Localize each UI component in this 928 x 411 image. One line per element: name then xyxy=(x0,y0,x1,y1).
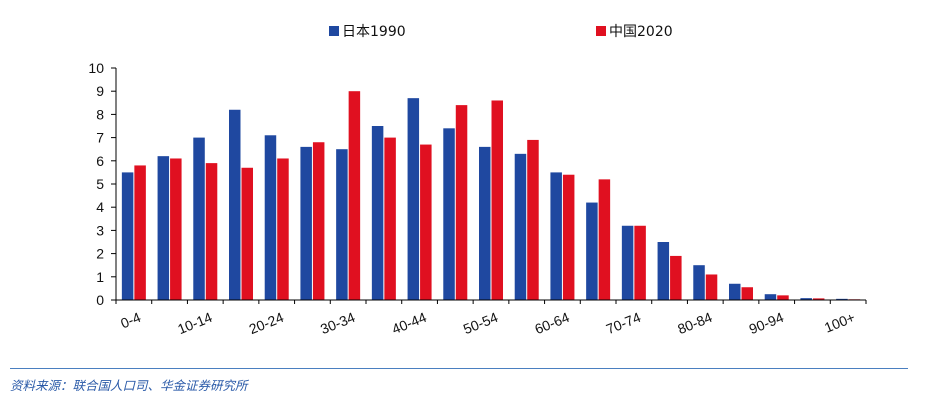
x-tick-label: 30-34 xyxy=(318,309,357,337)
bar-china-2020-20-24 xyxy=(277,158,289,300)
y-tick-label: 0 xyxy=(96,292,104,308)
source-divider xyxy=(10,368,908,369)
bar-japan-1990-90-94 xyxy=(764,294,777,300)
legend: 日本1990 中国2020 xyxy=(329,24,673,40)
bar-japan-1990-20-24 xyxy=(264,135,277,300)
source-note: 资料来源：联合国人口司、华金证券研究所 xyxy=(10,378,248,393)
bar-china-2020-5-9 xyxy=(170,158,182,300)
bar-japan-1990-55-59 xyxy=(514,153,527,300)
x-tick-label: 60-64 xyxy=(532,309,571,337)
bar-china-2020-90-94 xyxy=(777,295,789,300)
bar-china-2020-35-39 xyxy=(384,137,396,300)
legend-swatch xyxy=(596,26,606,36)
y-tick-label: 4 xyxy=(96,199,104,215)
y-tick-label: 5 xyxy=(96,176,104,192)
bar-china-2020-10-14 xyxy=(205,163,218,300)
bar-japan-1990-30-34 xyxy=(336,149,348,300)
bar-japan-1990-25-29 xyxy=(300,146,312,300)
x-tick-label: 90-94 xyxy=(747,309,786,337)
y-tick-label: 8 xyxy=(96,106,104,122)
x-tick-label: 50-54 xyxy=(461,309,500,337)
bar-china-2020-40-44 xyxy=(420,144,432,300)
y-axis: 0 1 2 3 4 5 6 7 8 9 10 xyxy=(88,60,117,308)
bar-china-2020-85-89 xyxy=(741,287,753,300)
bar-japan-1990-75-79 xyxy=(657,242,670,300)
x-axis: 0-4 10-14 20-24 30-34 40-44 50-54 60-64 70-74 80… xyxy=(115,299,867,337)
bar-japan-1990-40-44 xyxy=(407,98,420,300)
bar-china-2020-50-54 xyxy=(491,100,503,300)
legend-label: 中国2020 xyxy=(609,24,673,40)
bar-china-2020-70-74 xyxy=(634,225,646,300)
x-tick-label: 20-24 xyxy=(247,309,286,337)
bar-japan-1990-35-39 xyxy=(371,126,384,300)
bar-japan-1990-10-14 xyxy=(193,137,205,300)
bar-japan-1990-5-9 xyxy=(157,156,170,300)
bar-japan-1990-95-99 xyxy=(800,298,812,300)
bar-china-2020-95-99 xyxy=(812,298,825,300)
x-tick-label: 100+ xyxy=(822,309,857,336)
bar-china-2020-60-64 xyxy=(562,174,575,300)
bar-japan-1990-50-54 xyxy=(479,146,491,300)
population-bar-chart: 日本1990 中国2020 0 1 2 3 4 5 6 7 8 9 10 0-4 10-14 20-24 3… xyxy=(88,24,867,337)
y-tick-label: 6 xyxy=(96,153,104,169)
bar-japan-1990-45-49 xyxy=(443,128,455,300)
legend-label: 日本1990 xyxy=(342,24,406,40)
bar-china-2020-75-79 xyxy=(670,255,682,300)
x-tick-label: 70-74 xyxy=(604,309,643,337)
y-tick-label: 9 xyxy=(96,83,104,99)
bar-china-2020-15-19 xyxy=(241,167,253,300)
bar-japan-1990-80-84 xyxy=(693,265,705,300)
bar-china-2020-30-34 xyxy=(348,91,361,300)
x-tick-label: 80-84 xyxy=(675,309,714,337)
bar-japan-1990-100+ xyxy=(836,298,848,300)
bar-china-2020-25-29 xyxy=(312,142,325,300)
legend-swatch xyxy=(329,26,339,36)
x-tick-label: 0-4 xyxy=(118,309,143,331)
bar-china-2020-55-59 xyxy=(527,139,539,300)
y-tick-label: 2 xyxy=(96,246,104,262)
y-tick-label: 7 xyxy=(96,130,104,146)
x-tick-label: 10-14 xyxy=(175,309,214,337)
bar-china-2020-80-84 xyxy=(705,274,718,300)
bar-japan-1990-65-69 xyxy=(586,202,598,300)
y-tick-label: 10 xyxy=(88,60,104,76)
bar-japan-1990-70-74 xyxy=(621,225,634,300)
bar-china-2020-0-4 xyxy=(134,165,146,300)
y-tick-label: 3 xyxy=(96,222,104,238)
y-tick-label: 1 xyxy=(96,269,104,285)
bar-japan-1990-85-89 xyxy=(729,283,741,300)
x-tick-label: 40-44 xyxy=(389,309,428,337)
bar-japan-1990-60-64 xyxy=(550,172,562,300)
bar-china-2020-45-49 xyxy=(455,105,468,301)
bar-china-2020-65-69 xyxy=(598,179,611,300)
bar-japan-1990-0-4 xyxy=(121,172,134,300)
bars xyxy=(121,91,861,301)
bar-japan-1990-15-19 xyxy=(229,109,241,300)
